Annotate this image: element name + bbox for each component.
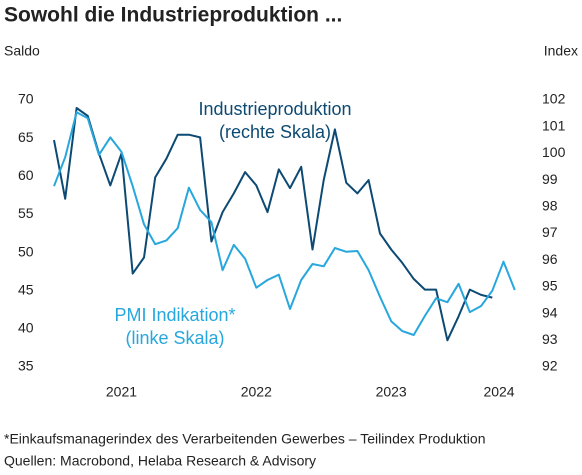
y2-tick-label: 96: [542, 251, 558, 267]
x-tick-label: 2021: [106, 384, 137, 400]
y2-tick-label: 99: [542, 171, 558, 187]
footnote: *Einkaufsmanagerindex des Verarbeitenden…: [4, 431, 486, 447]
y-tick-label: 60: [18, 167, 34, 183]
y-axis-label: Saldo: [4, 43, 40, 59]
y-tick-label: 55: [18, 205, 34, 221]
y2-axis-label: Index: [544, 43, 578, 59]
series-label: PMI Indikation*: [114, 305, 235, 325]
y2-tick-label: 97: [542, 224, 558, 240]
y-tick-label: 70: [18, 91, 34, 107]
y2-tick-label: 95: [542, 278, 558, 294]
y2-tick-label: 101: [542, 117, 566, 133]
y-tick-label: 45: [18, 281, 34, 297]
y2-tick-label: 93: [542, 331, 558, 347]
series-line: [53, 111, 516, 336]
x-tick-label: 2024: [483, 384, 514, 400]
footnote: Quellen: Macrobond, Helaba Research & Ad…: [4, 453, 316, 469]
y-tick-label: 65: [18, 129, 34, 145]
y2-tick-label: 100: [542, 144, 566, 160]
x-tick-label: 2023: [376, 384, 407, 400]
x-tick-label: 2022: [241, 384, 272, 400]
series-label: Industrieproduktion: [198, 99, 351, 119]
y2-tick-label: 94: [542, 304, 558, 320]
y-tick-label: 50: [18, 243, 34, 259]
y2-tick-label: 102: [542, 91, 566, 107]
y2-tick-label: 98: [542, 198, 558, 214]
series-line: [53, 107, 493, 342]
y-tick-label: 40: [18, 320, 34, 336]
chart-title: Sowohl die Industrieproduktion ...: [4, 4, 342, 27]
series-note: (linke Skala): [125, 328, 224, 348]
y-tick-label: 35: [18, 358, 34, 374]
series-note: (rechte Skala): [219, 122, 331, 142]
y2-tick-label: 92: [542, 358, 558, 374]
